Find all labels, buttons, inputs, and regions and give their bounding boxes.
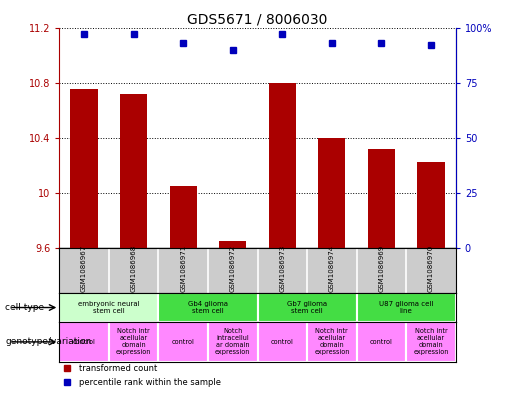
Text: Notch
intracellul
ar domain
expression: Notch intracellul ar domain expression [215, 329, 250, 355]
Text: control: control [73, 339, 95, 345]
Bar [368, 149, 395, 248]
Bar [59, 322, 109, 362]
Bar [258, 322, 307, 362]
Text: percentile rank within the sample: percentile rank within the sample [79, 378, 221, 387]
Text: GSM1086967: GSM1086967 [81, 244, 87, 292]
Bar [417, 162, 444, 248]
Text: GSM1086971: GSM1086971 [180, 244, 186, 292]
Text: GSM1086968: GSM1086968 [131, 244, 136, 292]
Bar [159, 322, 208, 362]
Text: Gb7 glioma
stem cell: Gb7 glioma stem cell [287, 301, 327, 314]
Text: U87 glioma cell
line: U87 glioma cell line [379, 301, 434, 314]
Text: GSM1086974: GSM1086974 [329, 245, 335, 292]
Bar [356, 293, 456, 322]
Bar [169, 185, 197, 248]
Bar [120, 94, 147, 248]
Text: GSM1086973: GSM1086973 [279, 244, 285, 292]
Text: Notch intr
acellular
domain
expression: Notch intr acellular domain expression [414, 329, 449, 355]
Text: control: control [271, 339, 294, 345]
Bar [258, 293, 356, 322]
Text: genotype/variation: genotype/variation [5, 338, 91, 346]
Text: Notch intr
acellular
domain
expression: Notch intr acellular domain expression [314, 329, 350, 355]
Bar [219, 241, 246, 248]
Text: embryonic neural
stem cell: embryonic neural stem cell [78, 301, 140, 314]
Bar [356, 322, 406, 362]
Bar [109, 322, 159, 362]
Bar [406, 322, 456, 362]
Bar [269, 83, 296, 248]
Text: control: control [171, 339, 195, 345]
Title: GDS5671 / 8006030: GDS5671 / 8006030 [187, 12, 328, 26]
Bar [307, 322, 356, 362]
Text: cell type: cell type [5, 303, 44, 312]
Text: GSM1086972: GSM1086972 [230, 245, 236, 292]
Text: GSM1086970: GSM1086970 [428, 244, 434, 292]
Text: transformed count: transformed count [79, 364, 157, 373]
Bar [159, 293, 258, 322]
Bar [59, 293, 159, 322]
Text: control: control [370, 339, 393, 345]
Bar [71, 89, 98, 248]
Text: Gb4 glioma
stem cell: Gb4 glioma stem cell [188, 301, 228, 314]
Text: Notch intr
acellular
domain
expression: Notch intr acellular domain expression [116, 329, 151, 355]
Text: GSM1086969: GSM1086969 [379, 244, 384, 292]
Bar [208, 322, 258, 362]
Bar [318, 138, 346, 248]
